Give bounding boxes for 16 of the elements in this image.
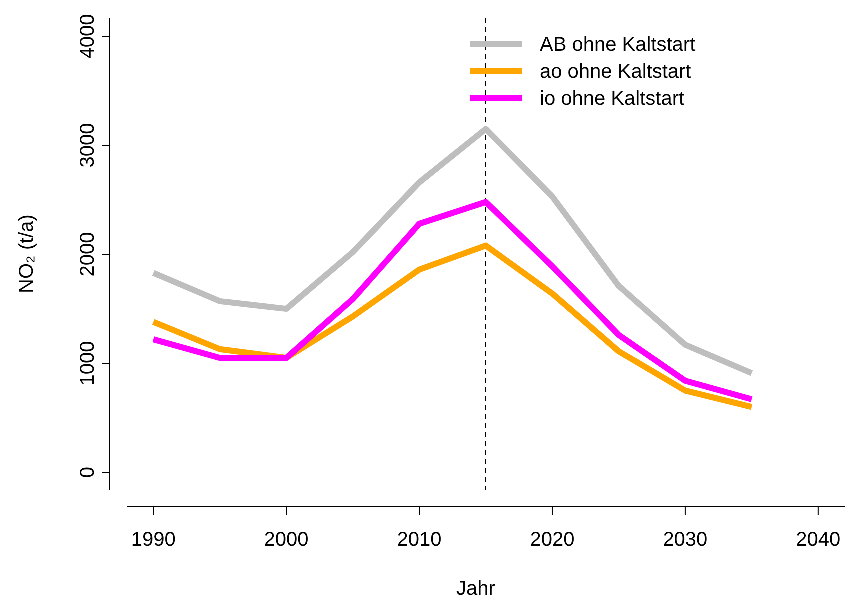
x-tick-label: 2040 xyxy=(796,529,841,551)
legend-label: AB ohne Kaltstart xyxy=(540,34,696,56)
x-tick-label: 2030 xyxy=(663,529,708,551)
y-tick-label: 4000 xyxy=(77,14,99,59)
x-tick-label: 2010 xyxy=(397,529,442,551)
legend-label: ao ohne Kaltstart xyxy=(540,61,692,83)
legend-label: io ohne Kaltstart xyxy=(540,88,685,110)
x-tick-label: 2020 xyxy=(530,529,575,551)
x-axis-title: Jahr xyxy=(456,578,496,600)
y-tick-label: 0 xyxy=(77,466,99,478)
y-tick-label: 2000 xyxy=(77,232,99,277)
y-tick-label: 3000 xyxy=(77,123,99,168)
x-tick-label: 1990 xyxy=(131,529,176,551)
y-axis-title: NO₂ (t/a) xyxy=(16,214,38,294)
x-tick-label: 2000 xyxy=(264,529,309,551)
y-tick-label: 1000 xyxy=(77,341,99,386)
